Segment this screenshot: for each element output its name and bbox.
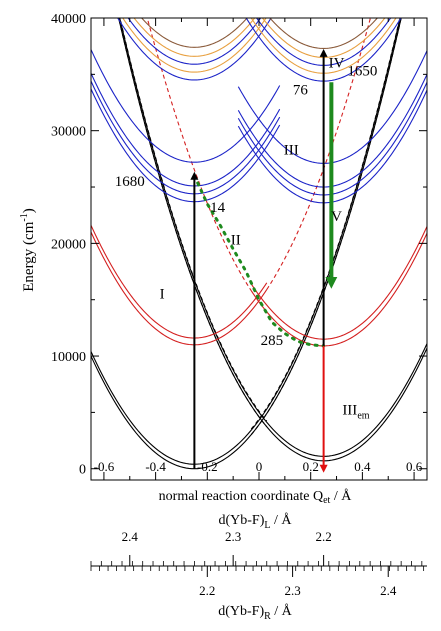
x-axis: -0.6 -0.4 -0.2 0 0.2 0.4 0.6 <box>94 18 423 480</box>
curve-h-L-1-0 <box>117 18 272 81</box>
curve-h-L-5-0 <box>140 18 248 48</box>
annotation-0: 1680 <box>115 174 145 190</box>
x-tick-label: 0 <box>256 459 263 474</box>
sec-axis-L-tick-label: 2.2 <box>315 529 331 544</box>
sec-axis-L-label: d(Yb-F)L / Å <box>219 512 293 531</box>
annotation-3: II <box>231 232 241 248</box>
x-tick-label: 0.6 <box>406 459 423 474</box>
curve-h-R-dash-2-0 <box>181 0 246 5</box>
curve-ground-L-cont-1 <box>250 18 401 430</box>
curve-h-L-dash-1-0 <box>272 0 337 13</box>
curve-h-R-1-0 <box>245 18 402 82</box>
curve-h-L-4-0 <box>133 18 256 57</box>
curve-f-L-3-0 <box>91 72 281 187</box>
annotation-6: V <box>331 209 342 225</box>
annotation-8: 1650 <box>347 63 377 79</box>
x-tick-label: -0.4 <box>145 459 166 474</box>
annotation-1: 14 <box>210 200 226 216</box>
y-axis-label: Energy (cm-1) <box>19 208 37 291</box>
y-tick-label: 10000 <box>51 350 86 365</box>
curve-f-L-4-0 <box>91 49 281 163</box>
curve-ground-L-cont-0 <box>250 18 402 435</box>
curve-f-L-1-0 <box>91 88 281 203</box>
curve-ct-R-0 <box>250 232 427 347</box>
curve-h-L-dash-2-0 <box>272 0 337 4</box>
y-axis-label-sup: -1 <box>19 213 30 221</box>
curve-h-R-3-0 <box>255 18 392 66</box>
curve-ground-R-1 <box>119 18 427 457</box>
x-tick-label: 0.4 <box>354 459 371 474</box>
curve-h-R-dash-1-0 <box>181 0 246 14</box>
annotation-4: III <box>284 142 299 158</box>
sec-axis-L-tick-label: 2.4 <box>122 529 139 544</box>
y-axis-label-close: ) <box>21 208 37 213</box>
curve-h-R-5-0 <box>269 18 379 49</box>
curve-ct-R-1 <box>250 226 427 340</box>
x-axis-label-main: normal reaction coordinate Q <box>159 489 323 504</box>
curve-ground-R-cont-0 <box>118 18 268 428</box>
x-tick-label: -0.6 <box>94 459 115 474</box>
curve-ct-L-dash-0 <box>266 18 372 290</box>
curve-h-L-3-0 <box>127 18 262 65</box>
y-tick-label: 0 <box>79 463 86 478</box>
x-tick-label: -0.2 <box>197 459 218 474</box>
transition-arrows <box>190 48 338 473</box>
annotation-10: IIIem <box>342 403 369 422</box>
secondary-axes: 2.4 2.3 2.2 d(Yb-F)L / Å 2.2 2.3 2.4 d(Yb-F)R /… <box>90 512 427 622</box>
y-axis: 0 10000 20000 30000 40000 <box>51 12 427 478</box>
annotation-2: I <box>160 287 165 303</box>
curve-ct-L-0 <box>91 231 268 346</box>
sec-axis-R-tick-label: 2.4 <box>380 583 397 598</box>
green-relaxation-path <box>192 174 326 348</box>
sec-axis-R-label: d(Yb-F)R / Å <box>218 603 292 622</box>
y-tick-label: 30000 <box>51 125 86 140</box>
green-dotted-path <box>192 174 326 348</box>
y-axis-label-main: Energy (cm <box>21 221 37 291</box>
curve-ground-R-cont-1 <box>119 18 268 422</box>
x-axis-label-sub: et <box>323 495 330 506</box>
x-tick-label: 0.2 <box>303 459 319 474</box>
annotation-7: 76 <box>293 83 309 99</box>
x-axis-label-unit: / Å <box>330 488 352 504</box>
y-tick-label: 40000 <box>51 12 86 27</box>
curve-h-R-2-0 <box>250 18 397 74</box>
sec-axis-L-tick-label: 2.3 <box>225 529 241 544</box>
x-axis-label: normal reaction coordinate Qet / Å <box>159 488 353 506</box>
annotation-9: 285 <box>261 333 284 349</box>
y-tick-label: 20000 <box>51 237 86 252</box>
curve-f-L-2-0 <box>91 80 281 195</box>
sec-axis-R-tick-label: 2.3 <box>284 583 300 598</box>
annotation-5: IV <box>329 56 345 72</box>
curve-h-L-2-0 <box>122 18 267 73</box>
sec-axis-R-tick-label: 2.2 <box>199 583 215 598</box>
curve-ct-R-dash-0 <box>146 18 252 291</box>
curve-h-R-4-0 <box>261 18 386 58</box>
curve-ct-L-1 <box>91 225 268 339</box>
